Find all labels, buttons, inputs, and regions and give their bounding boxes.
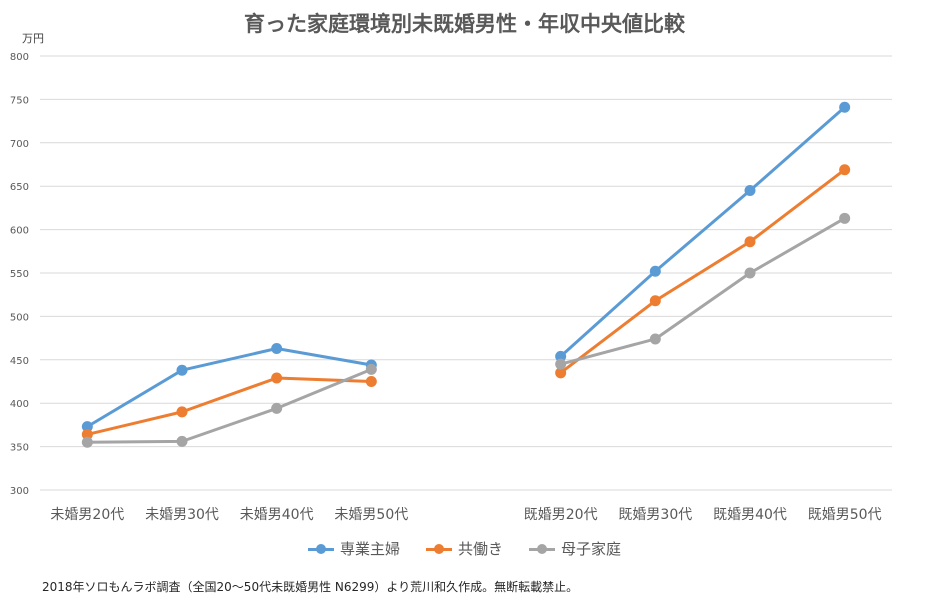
legend-item-series-3: 母子家庭 [529,538,621,559]
y-tick-label: 800 [10,52,29,63]
y-tick-label: 650 [10,182,29,193]
data-point-series-3 [176,435,188,447]
series-line-2 [559,168,846,375]
data-point-series-2 [176,406,188,418]
data-point-series-3 [365,363,377,375]
data-point-series-1 [744,185,756,197]
data-point-series-1 [649,265,661,277]
data-point-series-1 [271,343,283,355]
data-point-series-1 [176,364,188,376]
x-tick-label: 既婚男30代 [618,507,692,523]
y-axis-unit-label: 万円 [22,32,44,45]
data-point-series-3 [555,358,567,370]
series-line-1 [86,347,372,428]
data-point-series-2 [555,367,567,379]
data-point-series-3 [744,267,756,279]
y-tick-label: 750 [10,95,29,106]
y-tick-label: 350 [10,443,29,454]
data-point-series-3 [81,436,93,448]
y-tick-label: 600 [10,226,29,237]
x-tick-label: 未婚男20代 [50,507,124,523]
data-point-series-3 [839,212,851,224]
y-tick-label: 700 [10,139,29,150]
series-line-3 [560,217,846,366]
series-line-3 [87,367,372,444]
x-tick-label: 既婚男20代 [524,507,598,523]
x-tick-label: 未婚男50代 [334,507,408,523]
legend-label-series-2: 共働き [457,540,503,558]
legend-item-series-1: 専業主婦 [307,538,400,559]
data-point-series-1 [839,101,851,113]
legend-item-series-2: 共働き [425,538,503,559]
x-tick-label: 既婚男40代 [713,507,787,523]
x-tick-label: 未婚男40代 [240,507,314,523]
legend-swatch-series-3 [529,543,555,555]
data-point-series-1 [81,421,93,433]
chart-legend: 専業主婦 共働き 母子家庭 [0,538,929,559]
x-tick-label: 未婚男30代 [145,507,219,523]
footnote: 2018年ソロもんラボ調査（全国20～50代未既婚男性 N6299）より荒川和久… [42,580,579,594]
series-line-1 [559,106,846,358]
data-point-series-2 [271,372,283,384]
legend-swatch-series-2 [425,543,452,555]
x-tick-label: 既婚男50代 [808,507,882,523]
y-tick-label: 450 [10,356,29,367]
y-tick-label: 550 [10,269,29,280]
y-tick-label: 300 [10,486,29,497]
y-tick-label: 500 [10,312,29,323]
legend-label-series-1: 専業主婦 [339,540,400,558]
data-point-series-2 [744,236,756,248]
data-point-series-2 [365,376,377,387]
data-point-series-3 [649,333,661,345]
chart-title: 育った家庭環境別未既婚男性・年収中央値比較 [244,12,685,36]
legend-label-series-3: 母子家庭 [561,540,622,558]
data-point-series-2 [839,164,851,176]
data-point-series-2 [649,295,661,307]
legend-swatch-series-1 [307,543,334,555]
series-line-2 [86,376,372,436]
y-tick-label: 400 [10,399,29,410]
data-point-series-2 [81,428,93,440]
data-point-series-1 [555,350,567,362]
data-point-series-3 [271,402,283,414]
